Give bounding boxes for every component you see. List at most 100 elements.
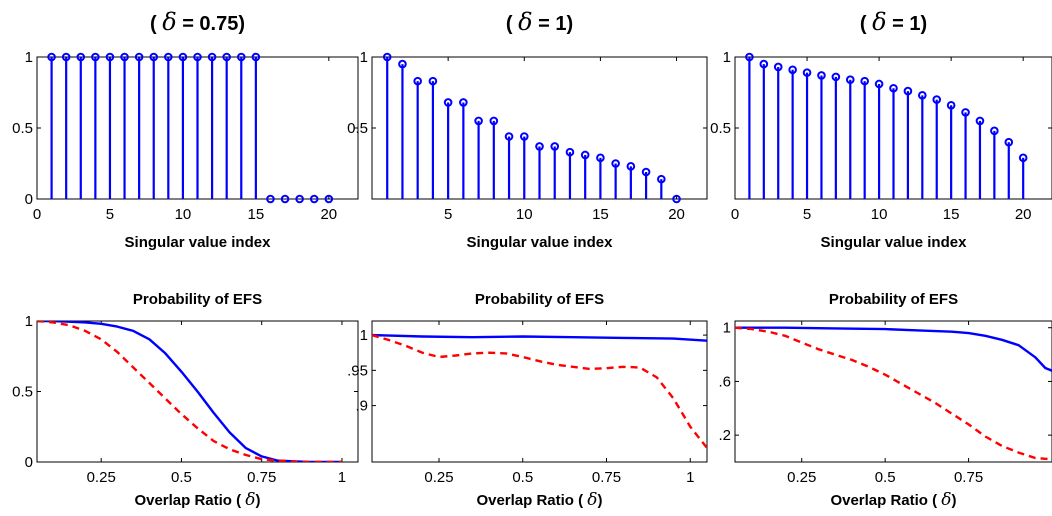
y-tick-label: .2 (718, 427, 731, 444)
y-tick-label: 1 (360, 49, 368, 66)
stem-marker (759, 59, 769, 69)
series-line-solid (372, 333, 707, 342)
stem-marker (831, 72, 841, 82)
stem-marker (236, 52, 246, 62)
chart-panel-3: 0 5 10 15 20 0.5 1 ( δ = 1) Singular value index (710, 8, 1052, 251)
y-tick-label: 0.5 (710, 120, 731, 137)
x-tick-label: 1 (686, 469, 694, 486)
chart-title: ( δ = 1) (506, 8, 573, 36)
chart-title: Probability of EFS (133, 291, 262, 308)
y-tick-label: 1 (723, 320, 731, 337)
stem-marker (324, 194, 334, 204)
x-axis-label: Overlap Ratio ( δ) (830, 490, 956, 510)
x-axis-label: Overlap Ratio ( δ) (134, 490, 260, 510)
stem-marker (178, 52, 188, 62)
stem-marker (193, 52, 202, 62)
x-axis-label: Singular value index (821, 234, 968, 251)
stem-marker (802, 68, 812, 77)
x-tick-label: 0.25 (787, 469, 816, 486)
x-tick-label: 0 (33, 206, 41, 223)
x-tick-label: 15 (248, 206, 265, 223)
y-tick-label: .6 (718, 373, 731, 390)
stem-marker (309, 194, 319, 204)
y-tick-label: 0.5 (12, 384, 33, 401)
chart-panel-4: 0.25 0.5 0.75 1 0 0.5 1 Probability of EFS Overl… (12, 291, 359, 510)
y-tick-label: 1 (25, 313, 33, 330)
stem-marker (134, 52, 144, 62)
x-tick-label: 20 (1015, 206, 1032, 223)
y-tick-label: 1 (360, 327, 368, 344)
y-tick-label: 1 (25, 49, 33, 66)
stem-marker (398, 59, 407, 69)
stem-marker (222, 52, 231, 62)
stem-marker (596, 153, 605, 163)
y-tick-label: .9 (355, 398, 368, 415)
y-tick-label: 0.5 (347, 120, 368, 137)
x-tick-label: 5 (106, 206, 114, 223)
stem-marker (91, 52, 100, 62)
stem-marker (657, 174, 666, 184)
x-tick-label: 5 (803, 206, 811, 223)
series-line-solid (37, 321, 342, 462)
plot-frame (371, 320, 708, 463)
chart-title: ( δ = 0.75) (150, 8, 245, 36)
chart-title: Probability of EFS (475, 291, 604, 308)
x-tick-label: 0.5 (512, 469, 533, 486)
stem-marker (76, 52, 86, 62)
stem-marker (903, 86, 913, 96)
stem-marker (845, 75, 855, 85)
stem-marker (251, 52, 261, 62)
x-tick-label: 15 (943, 206, 960, 223)
y-tick-label: 0 (25, 454, 33, 471)
chart-panel-5: 0.25 0.5 0.75 1 .9 .95 1 Probability of EFS Over… (347, 291, 708, 510)
x-axis-label: Overlap Ratio ( δ) (476, 490, 602, 510)
stem-marker (443, 98, 453, 107)
stem-marker (946, 100, 956, 110)
stem-marker (932, 95, 942, 104)
plot-frame (734, 320, 1052, 463)
stem-marker (565, 147, 575, 157)
stem-marker (295, 194, 304, 204)
stem-marker (207, 52, 217, 62)
stem-marker (519, 132, 529, 141)
x-tick-label: 10 (516, 206, 533, 223)
stem-marker (874, 79, 884, 89)
stem-marker (459, 98, 468, 107)
stem-marker (149, 52, 159, 62)
stem-marker (1004, 137, 1014, 147)
stem-marker (280, 194, 290, 204)
x-tick-label: 10 (871, 206, 888, 223)
stem-marker (61, 52, 71, 62)
stem-marker (504, 132, 514, 141)
stem-marker (535, 142, 544, 151)
x-axis-label: Singular value index (467, 234, 614, 251)
series-line-solid (735, 326, 1052, 372)
x-tick-label: 5 (444, 206, 452, 223)
x-tick-label: 15 (592, 206, 609, 223)
stem-marker (817, 71, 826, 80)
chart-title: Probability of EFS (829, 291, 958, 308)
stem-marker (889, 83, 898, 93)
stem-marker (47, 52, 56, 62)
stem-marker (1018, 153, 1028, 163)
stem-marker (975, 116, 985, 126)
stem-marker (773, 62, 783, 72)
stem-marker (580, 150, 590, 160)
stem-marker (382, 52, 392, 62)
y-tick-label: 0 (25, 191, 33, 208)
x-tick-label: 0.75 (954, 469, 983, 486)
y-tick-label: 0.5 (12, 120, 33, 137)
x-tick-label: 0.25 (424, 469, 453, 486)
x-tick-label: 0.5 (875, 469, 896, 486)
stem-marker (120, 52, 129, 62)
chart-title: ( δ = 1) (860, 8, 927, 36)
x-tick-label: 1 (338, 469, 346, 486)
stem-marker (105, 52, 115, 62)
x-tick-label: 0.75 (247, 469, 276, 486)
stem-marker (672, 194, 681, 204)
x-axis-label: Singular value index (125, 234, 272, 251)
stem-marker (990, 126, 999, 136)
stem-marker (428, 76, 438, 86)
stem-marker (626, 162, 636, 171)
